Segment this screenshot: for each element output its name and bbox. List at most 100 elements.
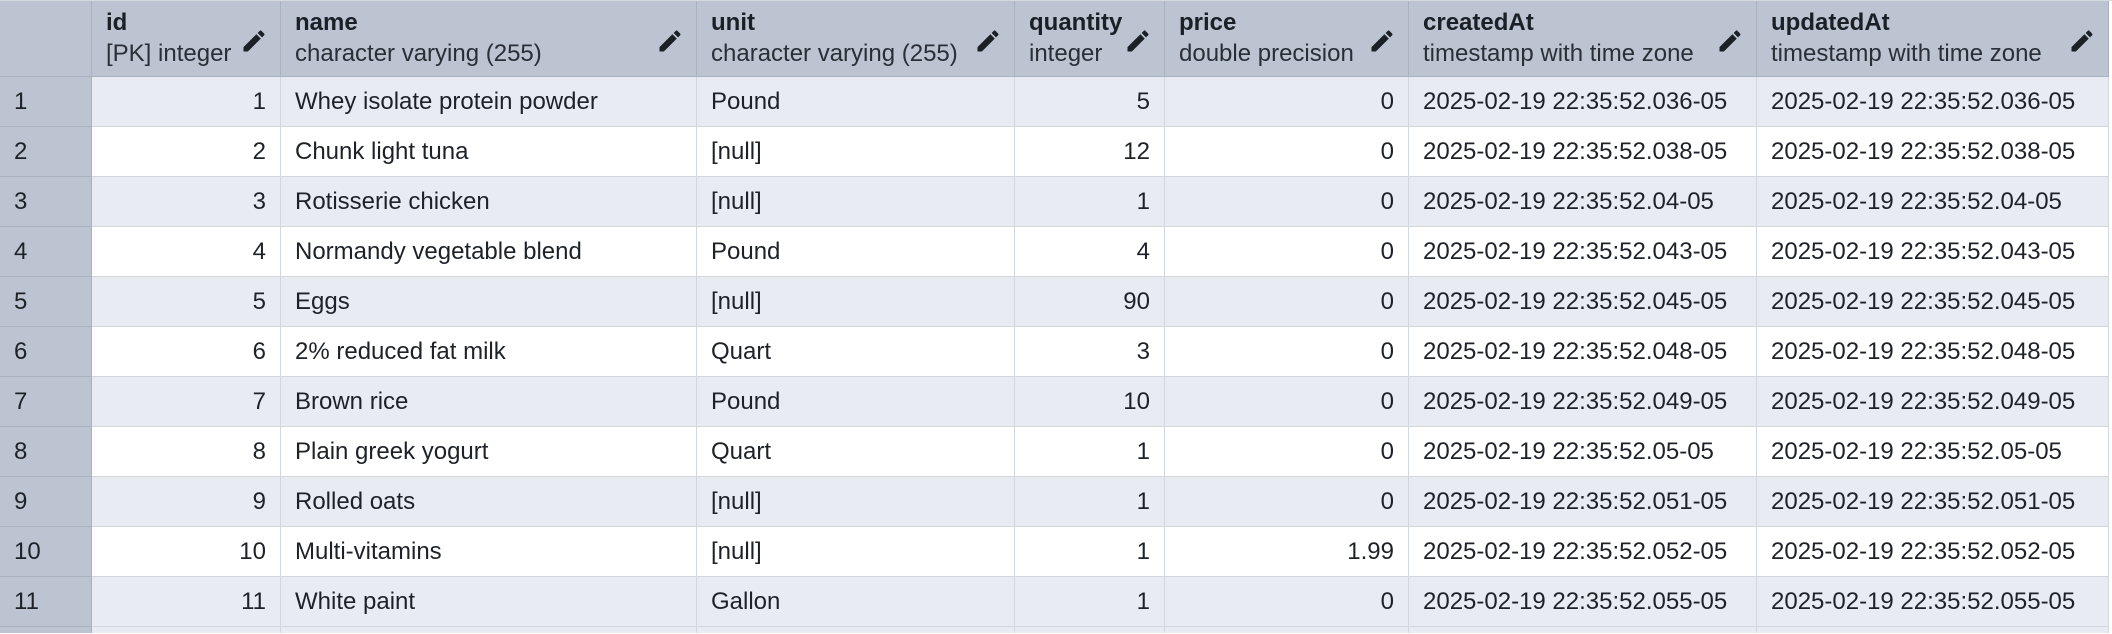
cell-name[interactable]: Eggs bbox=[281, 277, 697, 327]
cell-price[interactable]: 0 bbox=[1165, 77, 1409, 127]
row-number[interactable]: 8 bbox=[0, 427, 92, 477]
cell-unit[interactable]: Pound bbox=[697, 77, 1015, 127]
cell-price[interactable]: 0 bbox=[1165, 377, 1409, 427]
cell-createdAt[interactable]: 2025-02-19 22:35:52.036-05 bbox=[1409, 77, 1757, 127]
cell-name[interactable]: Brown rice bbox=[281, 377, 697, 427]
cell-unit[interactable]: [null] bbox=[697, 127, 1015, 177]
pencil-icon[interactable] bbox=[1716, 27, 1744, 55]
cell-quantity[interactable]: 1 bbox=[1015, 477, 1165, 527]
cell-quantity[interactable]: 90 bbox=[1015, 277, 1165, 327]
cell-unit[interactable]: Gallon bbox=[697, 577, 1015, 627]
cell-id[interactable]: 3 bbox=[92, 177, 281, 227]
cell-updatedAt[interactable]: 2025-02-19 22:35:52.04-05 bbox=[1757, 177, 2109, 227]
cell-unit[interactable]: [null] bbox=[697, 527, 1015, 577]
cell-price[interactable]: 1.99 bbox=[1165, 527, 1409, 577]
cell-price[interactable]: 0 bbox=[1165, 227, 1409, 277]
cell-createdAt[interactable]: 2025-02-19 22:35:52.051-05 bbox=[1409, 477, 1757, 527]
cell-name[interactable]: Rotisserie chicken bbox=[281, 177, 697, 227]
cell-updatedAt[interactable]: 2025-02-19 22:35:52.043-05 bbox=[1757, 227, 2109, 277]
cell-updatedAt[interactable]: 2025-02-19 22:35:52.049-05 bbox=[1757, 377, 2109, 427]
cell-unit[interactable]: Pound bbox=[697, 377, 1015, 427]
cell-quantity[interactable]: 10 bbox=[1015, 377, 1165, 427]
cell-price[interactable]: 0 bbox=[1165, 177, 1409, 227]
pencil-icon[interactable] bbox=[1368, 27, 1396, 55]
column-header-id[interactable]: id [PK] integer bbox=[92, 1, 281, 77]
cell-unit[interactable]: Pound bbox=[697, 227, 1015, 277]
cell-updatedAt[interactable]: 2025-02-19 22:35:52.052-05 bbox=[1757, 527, 2109, 577]
cell-name[interactable]: Multi-vitamins bbox=[281, 527, 697, 577]
row-number[interactable]: 11 bbox=[0, 577, 92, 627]
cell-id[interactable]: 1 bbox=[92, 77, 281, 127]
pencil-icon[interactable] bbox=[656, 27, 684, 55]
cell-id[interactable]: 2 bbox=[92, 127, 281, 177]
cell-id[interactable]: 8 bbox=[92, 427, 281, 477]
pencil-icon[interactable] bbox=[240, 27, 268, 55]
cell-price[interactable]: 0 bbox=[1165, 427, 1409, 477]
cell-id[interactable]: 9 bbox=[92, 477, 281, 527]
row-number[interactable]: 10 bbox=[0, 527, 92, 577]
cell-updatedAt[interactable]: 2025-02-19 22:35:52.05-05 bbox=[1757, 427, 2109, 477]
cell-id[interactable]: 6 bbox=[92, 327, 281, 377]
cell-updatedAt[interactable]: 2025-02-19 22:35:52.055-05 bbox=[1757, 577, 2109, 627]
cell-quantity[interactable]: 12 bbox=[1015, 127, 1165, 177]
row-number[interactable]: 3 bbox=[0, 177, 92, 227]
row-number[interactable]: 6 bbox=[0, 327, 92, 377]
column-header-createdAt[interactable]: createdAt timestamp with time zone bbox=[1409, 1, 1757, 77]
row-number[interactable]: 4 bbox=[0, 227, 92, 277]
row-number[interactable]: 9 bbox=[0, 477, 92, 527]
cell-quantity[interactable]: 1 bbox=[1015, 177, 1165, 227]
row-number[interactable]: 7 bbox=[0, 377, 92, 427]
cell-name[interactable]: Rolled oats bbox=[281, 477, 697, 527]
column-header-price[interactable]: price double precision bbox=[1165, 1, 1409, 77]
row-number[interactable]: 1 bbox=[0, 77, 92, 127]
column-header-unit[interactable]: unit character varying (255) bbox=[697, 1, 1015, 77]
cell-name[interactable]: Normandy vegetable blend bbox=[281, 227, 697, 277]
cell-createdAt[interactable]: 2025-02-19 22:35:52.04-05 bbox=[1409, 177, 1757, 227]
cell-id[interactable]: 4 bbox=[92, 227, 281, 277]
cell-unit[interactable]: [null] bbox=[697, 477, 1015, 527]
pencil-icon[interactable] bbox=[2068, 27, 2096, 55]
cell-name[interactable]: 2% reduced fat milk bbox=[281, 327, 697, 377]
cell-quantity[interactable]: 4 bbox=[1015, 227, 1165, 277]
cell-price[interactable]: 0 bbox=[1165, 127, 1409, 177]
cell-quantity[interactable]: 1 bbox=[1015, 527, 1165, 577]
cell-unit[interactable]: Quart bbox=[697, 427, 1015, 477]
cell-unit[interactable]: [null] bbox=[697, 277, 1015, 327]
cell-updatedAt[interactable]: 2025-02-19 22:35:52.051-05 bbox=[1757, 477, 2109, 527]
cell-createdAt[interactable]: 2025-02-19 22:35:52.048-05 bbox=[1409, 327, 1757, 377]
column-header-updatedAt[interactable]: updatedAt timestamp with time zone bbox=[1757, 1, 2109, 77]
cell-price[interactable]: 0 bbox=[1165, 327, 1409, 377]
cell-updatedAt[interactable]: 2025-02-19 22:35:52.048-05 bbox=[1757, 327, 2109, 377]
cell-name[interactable]: Chunk light tuna bbox=[281, 127, 697, 177]
cell-updatedAt[interactable]: 2025-02-19 22:35:52.036-05 bbox=[1757, 77, 2109, 127]
cell-id[interactable]: 10 bbox=[92, 527, 281, 577]
cell-createdAt[interactable]: 2025-02-19 22:35:52.049-05 bbox=[1409, 377, 1757, 427]
cell-id[interactable]: 11 bbox=[92, 577, 281, 627]
cell-updatedAt[interactable]: 2025-02-19 22:35:52.038-05 bbox=[1757, 127, 2109, 177]
row-number[interactable]: 5 bbox=[0, 277, 92, 327]
row-number[interactable]: 2 bbox=[0, 127, 92, 177]
row-number-header[interactable] bbox=[0, 1, 92, 77]
cell-quantity[interactable]: 5 bbox=[1015, 77, 1165, 127]
cell-unit[interactable]: Quart bbox=[697, 327, 1015, 377]
column-header-name[interactable]: name character varying (255) bbox=[281, 1, 697, 77]
cell-createdAt[interactable]: 2025-02-19 22:35:52.043-05 bbox=[1409, 227, 1757, 277]
cell-createdAt[interactable]: 2025-02-19 22:35:52.052-05 bbox=[1409, 527, 1757, 577]
cell-quantity[interactable]: 1 bbox=[1015, 577, 1165, 627]
cell-id[interactable]: 5 bbox=[92, 277, 281, 327]
cell-createdAt[interactable]: 2025-02-19 22:35:52.038-05 bbox=[1409, 127, 1757, 177]
column-header-quantity[interactable]: quantity integer bbox=[1015, 1, 1165, 77]
cell-price[interactable]: 0 bbox=[1165, 277, 1409, 327]
pencil-icon[interactable] bbox=[1124, 27, 1152, 55]
pencil-icon[interactable] bbox=[974, 27, 1002, 55]
cell-price[interactable]: 0 bbox=[1165, 577, 1409, 627]
cell-createdAt[interactable]: 2025-02-19 22:35:52.055-05 bbox=[1409, 577, 1757, 627]
cell-createdAt[interactable]: 2025-02-19 22:35:52.05-05 bbox=[1409, 427, 1757, 477]
cell-quantity[interactable]: 1 bbox=[1015, 427, 1165, 477]
cell-name[interactable]: Plain greek yogurt bbox=[281, 427, 697, 477]
cell-updatedAt[interactable]: 2025-02-19 22:35:52.045-05 bbox=[1757, 277, 2109, 327]
cell-quantity[interactable]: 3 bbox=[1015, 327, 1165, 377]
cell-id[interactable]: 7 bbox=[92, 377, 281, 427]
cell-price[interactable]: 0 bbox=[1165, 477, 1409, 527]
cell-name[interactable]: Whey isolate protein powder bbox=[281, 77, 697, 127]
